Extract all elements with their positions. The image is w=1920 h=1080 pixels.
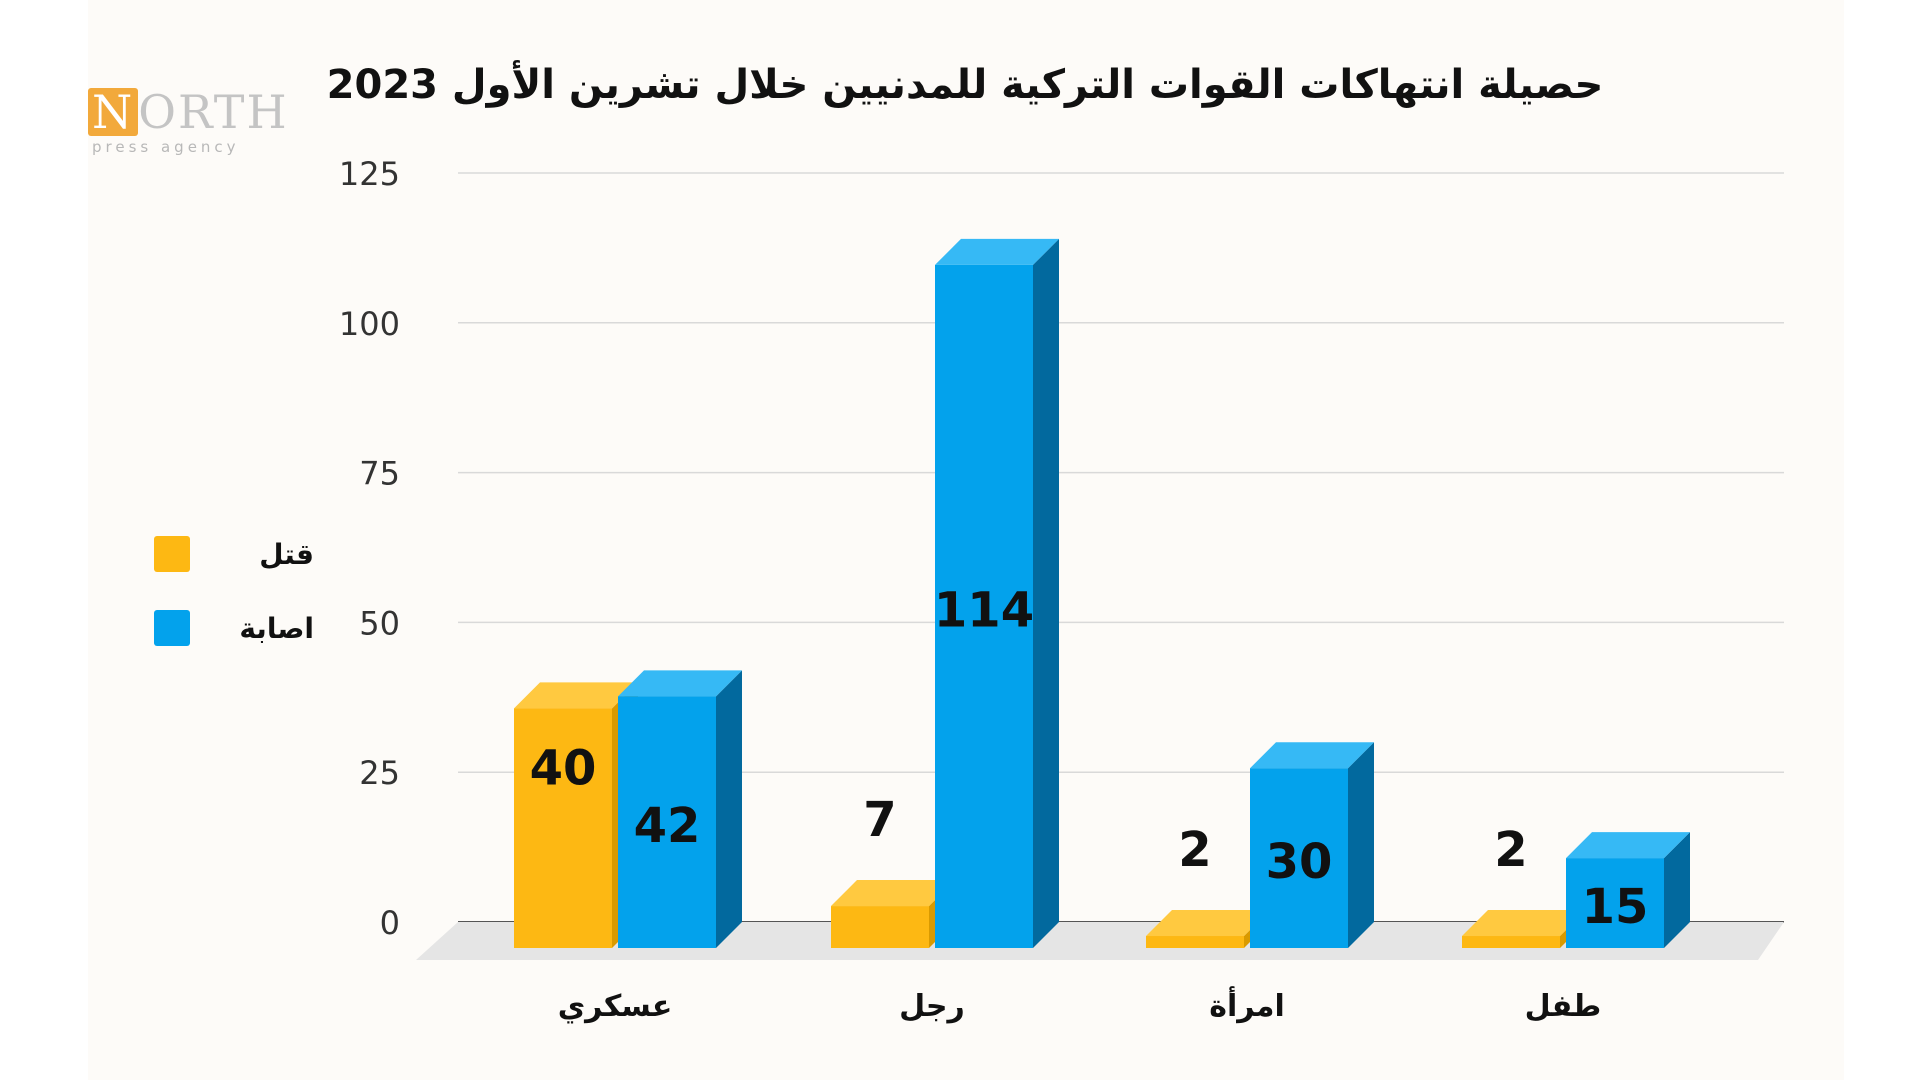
- data-labels: 40 42 7 114 2 30 2 15: [530, 582, 1649, 935]
- bars: [514, 238, 1690, 949]
- data-label-injured: 30: [1266, 834, 1333, 890]
- x-category-label: عسكري: [558, 989, 673, 1024]
- chart-floor: [416, 922, 1784, 960]
- bar-injured: [1250, 742, 1374, 948]
- bar-front-face: [618, 696, 716, 948]
- y-tick-label: 0: [380, 904, 400, 942]
- data-label-killed: 2: [1178, 822, 1211, 878]
- bar-top-face: [618, 670, 742, 697]
- legend-swatch-injured: [154, 610, 190, 646]
- bar-top-face: [1566, 832, 1690, 859]
- legend-label-injured: اصابة: [239, 611, 314, 645]
- data-label-killed: 2: [1494, 822, 1527, 878]
- data-label-injured: 42: [634, 798, 701, 854]
- bar-injured: [1566, 832, 1690, 948]
- bar-top-face: [831, 880, 955, 907]
- bar-side-face: [1033, 238, 1059, 949]
- x-category-label: طفل: [1525, 989, 1602, 1024]
- bar-injured: [618, 670, 742, 948]
- bar-side-face: [1348, 742, 1374, 948]
- y-tick-label: 100: [339, 305, 400, 343]
- bar-side-face: [1664, 832, 1690, 948]
- bar-front-face: [831, 906, 929, 948]
- legend-item-injured: اصابة: [154, 608, 314, 648]
- logo-initial: N: [88, 88, 139, 136]
- bar-top-face: [514, 682, 638, 709]
- bar-front-face: [1250, 768, 1348, 948]
- legend-item-killed: قتل: [154, 534, 314, 574]
- bar-front-face: [1146, 936, 1244, 948]
- x-category-label: امرأة: [1209, 986, 1285, 1024]
- data-label-killed: 7: [863, 792, 896, 848]
- floor-plane: [416, 922, 1784, 960]
- y-tick-label: 50: [359, 604, 400, 642]
- logo-tagline: press agency: [92, 138, 240, 156]
- bar-top-face: [1462, 910, 1586, 937]
- logo-wordmark: NORTH: [88, 88, 289, 136]
- bar-top-face: [1250, 742, 1374, 769]
- chart-title: حصيلة انتهاكات القوات التركية للمدنيين خ…: [327, 59, 1604, 108]
- north-press-logo: NORTH press agency: [88, 88, 298, 156]
- logo-word-rest: ORTH: [138, 85, 289, 139]
- data-label-killed: 40: [530, 740, 597, 796]
- legend-swatch-killed: [154, 536, 190, 572]
- data-label-injured: 114: [934, 582, 1034, 638]
- x-category-label: رجل: [899, 989, 965, 1024]
- legend: قتل اصابة: [154, 534, 314, 682]
- legend-label-killed: قتل: [259, 537, 314, 571]
- y-tick-label: 75: [359, 455, 400, 493]
- y-tick-label: 125: [339, 155, 400, 193]
- bar-front-face: [1566, 858, 1664, 948]
- bar-front-face: [514, 708, 612, 948]
- bar-side-face: [716, 670, 742, 948]
- bar-top-face: [935, 238, 1059, 265]
- axis-labels: 0 25 50 75 100 125 عسكري رجل امرأة طفل: [339, 155, 1601, 1024]
- y-tick-label: 25: [359, 754, 400, 792]
- bar-front-face: [1462, 936, 1560, 948]
- bar-injured: [935, 238, 1059, 949]
- bar-front-face: [935, 264, 1033, 948]
- data-label-injured: 15: [1582, 879, 1649, 935]
- bar-top-face: [1146, 910, 1270, 937]
